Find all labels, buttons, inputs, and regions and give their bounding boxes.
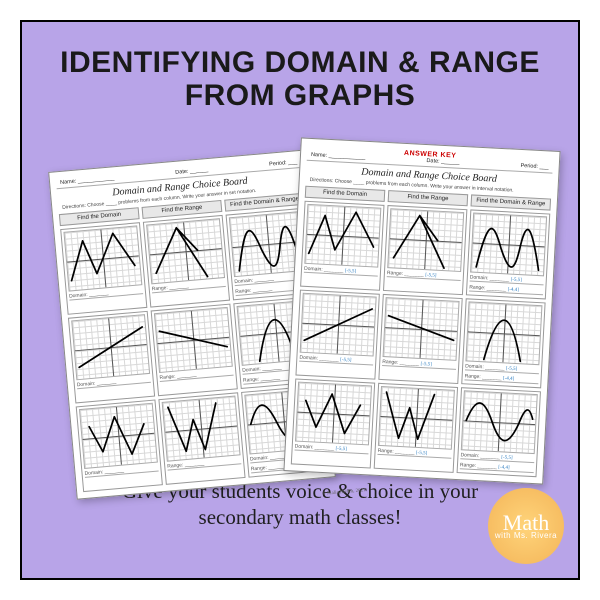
- mini-graph: [162, 395, 241, 461]
- subtitle-line-2: secondary math classes!: [42, 504, 558, 530]
- mini-graph: [383, 297, 460, 361]
- mini-graph: [63, 225, 142, 291]
- graph-cell: Range: _______: [143, 215, 230, 308]
- graph-cell: Range: _______: [158, 392, 245, 485]
- graph-cell: Domain: _______: [68, 311, 155, 404]
- title-line-2: FROM GRAPHS: [42, 79, 558, 112]
- title-line-1: IDENTIFYING DOMAIN & RANGE: [42, 46, 558, 79]
- mini-graph: [304, 204, 381, 268]
- mini-graph: [378, 386, 455, 450]
- period-label: Period: ___: [269, 159, 298, 167]
- graph-grid: Domain: _______ [-5,5]Range: _______ [-5…: [291, 201, 550, 478]
- logo-main-text: Math: [503, 513, 549, 533]
- mini-graph: [461, 390, 538, 454]
- graph-cell: Range: _______ [-5,5]: [378, 294, 462, 384]
- mini-graph: [146, 218, 225, 284]
- graph-cell: Range: _______ [-5,5]: [374, 383, 458, 473]
- mini-graph: [71, 314, 150, 380]
- date-label: Date: ______: [426, 158, 459, 166]
- mini-graph: [300, 293, 377, 357]
- graph-cell: Domain: _______ [-5,5]: [295, 290, 379, 380]
- brand-logo: Math with Ms. Rivera: [488, 488, 564, 564]
- worksheet-previews: Name: ____________ Date: ______ Period: …: [42, 130, 558, 470]
- mini-graph: [79, 403, 158, 469]
- main-title: IDENTIFYING DOMAIN & RANGE FROM GRAPHS: [42, 46, 558, 112]
- graph-cell: Range: _______: [151, 304, 238, 397]
- mini-graph: [465, 301, 542, 365]
- graph-cell: Domain: _______ [-5,5]Range: _______ [-4…: [461, 298, 545, 388]
- mini-graph: [154, 307, 233, 373]
- mini-graph: [295, 382, 372, 446]
- logo-sub-text: with Ms. Rivera: [495, 532, 557, 539]
- date-label: Date: ______: [175, 167, 208, 176]
- mini-graph: [470, 213, 547, 277]
- product-frame: IDENTIFYING DOMAIN & RANGE FROM GRAPHS N…: [20, 20, 580, 580]
- graph-cell: Domain: _______: [76, 399, 163, 492]
- graph-cell: Domain: _______ [-5,5]Range: _______ [-4…: [466, 209, 550, 299]
- period-label: Period: ___: [520, 163, 548, 170]
- graph-cell: Range: _______ [-5,5]: [383, 205, 467, 295]
- graph-cell: Domain: _______ [-5,5]Range: _______ [-4…: [457, 387, 541, 477]
- name-label: Name: ____________: [311, 152, 366, 161]
- mini-graph: [387, 208, 464, 272]
- graph-cell: Domain: _______ [-5,5]: [300, 201, 384, 291]
- graph-cell: Domain: _______ [-5,5]: [291, 378, 375, 468]
- graph-cell: Domain: _______: [60, 222, 147, 315]
- worksheet-answer-key: ANSWER KEY Name: ____________ Date: ____…: [283, 137, 560, 484]
